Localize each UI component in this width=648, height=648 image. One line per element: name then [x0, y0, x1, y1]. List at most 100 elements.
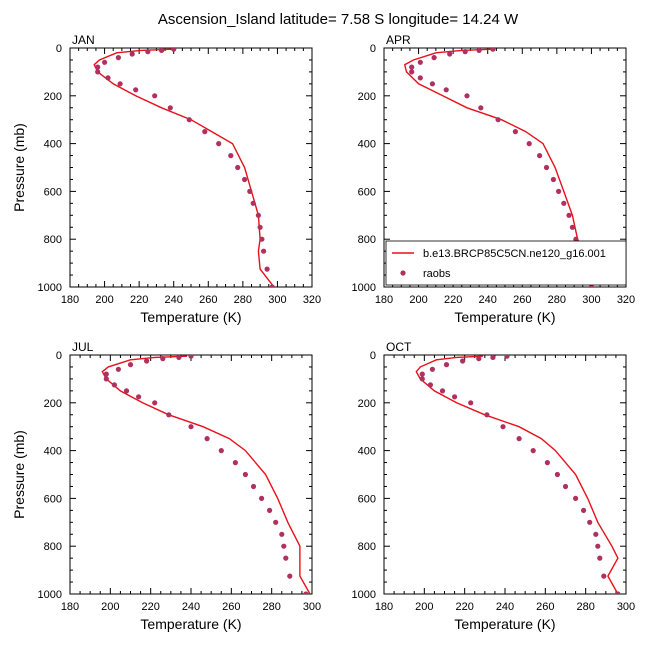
y-tick-label: 800	[44, 234, 62, 246]
raobs-point	[267, 507, 273, 513]
raobs-point	[102, 59, 108, 65]
raobs-point	[232, 460, 238, 466]
raobs-point	[171, 48, 177, 52]
raobs-point	[500, 424, 506, 430]
x-tick-label: 180	[61, 294, 79, 306]
raobs-point	[601, 573, 607, 579]
raobs-point	[443, 87, 449, 93]
raobs-point	[303, 591, 309, 594]
raobs-point	[550, 176, 557, 183]
x-tick-label: 200	[95, 294, 113, 306]
x-tick-label: 260	[536, 601, 554, 613]
raobs-point	[242, 471, 248, 478]
raobs-point	[452, 394, 458, 400]
raobs-point	[159, 48, 165, 53]
data-layer	[93, 48, 275, 287]
raobs-point	[569, 224, 576, 230]
raobs-point	[554, 471, 561, 478]
data-layer	[101, 355, 311, 594]
x-tick-label: 300	[582, 294, 600, 306]
raobs-point	[188, 355, 194, 359]
raobs-point	[281, 543, 287, 549]
raobs-point	[587, 519, 593, 525]
raobs-point	[218, 448, 224, 454]
raobs-point	[561, 200, 567, 206]
raobs-point	[543, 164, 550, 171]
raobs-point	[259, 495, 265, 501]
raobs-point	[429, 81, 435, 87]
raobs-point	[117, 81, 123, 87]
x-axis-label: Temperature (K)	[454, 616, 555, 632]
x-tick-label: 300	[303, 601, 321, 613]
x-axis-label: Temperature (K)	[140, 616, 241, 632]
raobs-point	[255, 212, 261, 218]
raobs-point	[166, 412, 172, 418]
x-tick-label: 180	[61, 601, 79, 613]
raobs-point	[235, 164, 241, 171]
y-tick-label: 600	[44, 493, 62, 505]
raobs-point	[261, 248, 267, 254]
raobs-point	[103, 376, 109, 382]
raobs-point	[273, 519, 279, 525]
panel-apr: 180 200 220 240 260 280 300 320 0 200 400 600 800 100…	[352, 33, 636, 325]
series-line-model	[415, 355, 619, 594]
x-tick-label: 220	[141, 601, 159, 613]
x-axis-label: Temperature (K)	[140, 309, 241, 325]
y-tick-label: 1000	[352, 282, 376, 294]
y-tick-label: 1000	[38, 282, 62, 294]
raobs-point	[95, 69, 101, 75]
raobs-point	[490, 48, 496, 52]
y-tick-label: 400	[358, 139, 376, 151]
raobs-point	[269, 284, 275, 287]
panel-jul: 180 200 220 240 260 280 300 0 200 400 600 800 1000 JU…	[11, 340, 321, 632]
raobs-point	[115, 55, 121, 61]
raobs-point	[167, 105, 173, 111]
x-tick-label: 200	[415, 601, 433, 613]
raobs-point	[419, 376, 425, 382]
x-axis-label: Temperature (K)	[454, 309, 555, 325]
raobs-point	[516, 436, 522, 442]
raobs-point	[129, 51, 135, 57]
y-tick-label: 800	[358, 234, 376, 246]
x-tick-label: 320	[617, 294, 635, 306]
figure-title: Ascension_Island latitude= 7.58 S longit…	[158, 11, 519, 28]
y-tick-label: 800	[44, 541, 62, 553]
raobs-point	[144, 358, 150, 364]
raobs-point	[287, 573, 293, 579]
x-tick-label: 280	[262, 601, 280, 613]
y-tick-label: 600	[358, 186, 376, 198]
raobs-point	[409, 64, 415, 70]
y-tick-label: 200	[358, 398, 376, 410]
raobs-point	[250, 200, 256, 206]
x-tick-label: 280	[576, 601, 594, 613]
raobs-point	[145, 49, 151, 55]
x-tick-label: 200	[101, 601, 119, 613]
x-tick-label: 220	[455, 601, 473, 613]
raobs-point	[468, 400, 474, 406]
raobs-point	[460, 358, 466, 364]
x-tick-label: 260	[513, 294, 531, 306]
raobs-point	[512, 129, 519, 135]
raobs-point	[204, 436, 210, 442]
y-tick-label: 600	[358, 493, 376, 505]
y-tick-label: 800	[358, 541, 376, 553]
y-tick-label: 200	[358, 91, 376, 103]
raobs-point	[462, 49, 468, 55]
panel-title: OCT	[386, 340, 412, 354]
y-tick-label: 1000	[352, 589, 376, 601]
raobs-point	[464, 93, 470, 99]
raobs-point	[530, 448, 536, 454]
y-tick-label: 0	[56, 43, 62, 55]
raobs-point	[593, 531, 599, 537]
y-axis-label: Pressure (mb)	[11, 123, 27, 212]
raobs-point	[216, 141, 222, 147]
raobs-point	[544, 460, 551, 466]
raobs-point	[476, 48, 482, 53]
raobs-point	[562, 483, 569, 490]
x-tick-label: 300	[617, 601, 635, 613]
raobs-point	[133, 87, 139, 93]
raobs-point	[495, 117, 501, 123]
raobs-point	[95, 64, 101, 70]
x-tick-label: 260	[222, 601, 240, 613]
